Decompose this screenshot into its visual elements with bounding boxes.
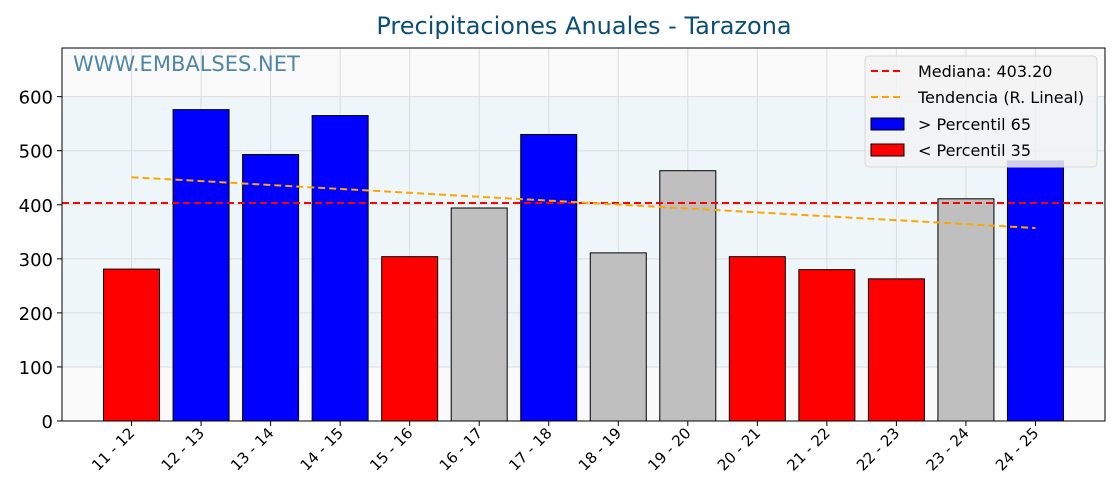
x-tick-label: 12 - 13 (158, 424, 208, 474)
x-tick-label: 15 - 16 (366, 424, 416, 474)
watermark: WWW.EMBALSES.NET (73, 52, 300, 76)
bar (867, 278, 925, 422)
x-tick-label: 13 - 14 (227, 424, 277, 474)
bar (728, 256, 786, 422)
chart-title: Precipitaciones Anuales - Tarazona (376, 12, 791, 40)
x-tick-label: 11 - 12 (88, 424, 138, 474)
trend-line (131, 176, 1036, 230)
bar (172, 109, 230, 422)
bar (937, 198, 995, 422)
bar (659, 170, 717, 422)
legend-high-swatch (870, 117, 905, 131)
bar (242, 153, 300, 422)
y-tick-label: 100 (19, 358, 53, 379)
x-tick-label: 22 - 23 (853, 424, 903, 474)
y-tick-label: 400 (19, 196, 53, 217)
legend-box (864, 55, 1098, 168)
legend-label: Tendencia (R. Lineal) (917, 88, 1084, 107)
x-tick-label: 23 - 24 (922, 424, 972, 474)
legend-low-swatch (870, 143, 905, 157)
legend-label: Mediana: 403.20 (918, 62, 1052, 81)
bar (1006, 160, 1064, 422)
bar (381, 256, 439, 422)
bar (103, 268, 161, 422)
y-tick-label: 0 (42, 412, 53, 433)
bar (520, 133, 578, 422)
legend-label: > Percentil 65 (918, 115, 1031, 134)
y-tick-label: 500 (19, 142, 53, 163)
bar (311, 115, 369, 422)
x-tick-label: 17 - 18 (505, 424, 555, 474)
bar (798, 269, 856, 422)
bar (589, 252, 647, 422)
x-tick-label: 19 - 20 (644, 424, 694, 474)
legend-label: < Percentil 35 (918, 141, 1031, 160)
x-tick-label: 20 - 21 (714, 424, 764, 474)
y-tick-label: 200 (19, 304, 53, 325)
x-tick-label: 21 - 22 (783, 424, 833, 474)
plot-frame (61, 47, 1106, 422)
y-tick-label: 300 (19, 250, 53, 271)
x-tick-label: 16 - 17 (436, 424, 486, 474)
x-tick-label: 24 - 25 (992, 424, 1042, 474)
y-tick-label: 600 (19, 88, 53, 109)
x-tick-label: 14 - 15 (297, 424, 347, 474)
bar (450, 207, 508, 422)
x-tick-label: 18 - 19 (575, 424, 625, 474)
